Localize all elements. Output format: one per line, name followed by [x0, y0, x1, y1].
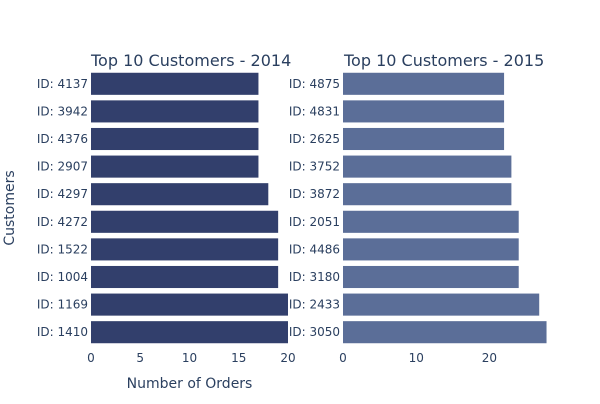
category-label: ID: 4875: [289, 77, 340, 91]
bar[interactable]: [343, 127, 505, 151]
bar[interactable]: [343, 100, 505, 123]
bar[interactable]: [91, 127, 259, 151]
bar[interactable]: [91, 100, 259, 123]
bar[interactable]: [91, 72, 259, 95]
category-label: ID: 3942: [37, 104, 88, 118]
bar[interactable]: [91, 183, 269, 206]
category-label: ID: 2051: [289, 215, 340, 229]
category-label: ID: 3752: [289, 160, 340, 174]
bar[interactable]: [343, 265, 519, 289]
category-label: ID: 4297: [37, 187, 88, 201]
category-label: ID: 1169: [37, 298, 88, 312]
category-label: ID: 2433: [289, 298, 340, 312]
x-tick-label: 20: [280, 351, 295, 365]
bar[interactable]: [91, 265, 279, 289]
x-tick-label: 5: [136, 351, 144, 365]
bar[interactable]: [343, 210, 519, 233]
chart-title-1: Top 10 Customers - 2014: [90, 51, 291, 70]
bar[interactable]: [91, 155, 259, 178]
bar[interactable]: [91, 293, 288, 316]
bar[interactable]: [343, 238, 519, 261]
category-label: ID: 4376: [37, 132, 88, 146]
category-label: ID: 1004: [37, 270, 88, 284]
category-label: ID: 3050: [289, 325, 340, 339]
category-label: ID: 1522: [37, 242, 88, 256]
category-label: ID: 2907: [37, 160, 88, 174]
bar[interactable]: [343, 183, 512, 206]
bar[interactable]: [91, 210, 279, 233]
bar[interactable]: [343, 72, 505, 95]
x-tick-label: 0: [339, 351, 347, 365]
x-tick-label: 10: [182, 351, 197, 365]
x-tick-label: 20: [482, 351, 497, 365]
chart-title-2: Top 10 Customers - 2015: [343, 51, 544, 70]
category-label: ID: 3872: [289, 187, 340, 201]
bar[interactable]: [343, 293, 540, 316]
category-label: ID: 3180: [289, 270, 340, 284]
x-tick-label: 15: [231, 351, 246, 365]
bar[interactable]: [343, 321, 547, 344]
category-label: ID: 1410: [37, 325, 88, 339]
y-axis-title: Customers: [2, 170, 18, 245]
x-tick-label: 0: [87, 351, 95, 365]
category-label: ID: 4272: [37, 215, 88, 229]
category-label: ID: 4831: [289, 104, 340, 118]
bar[interactable]: [91, 321, 288, 344]
category-label: ID: 2625: [289, 132, 340, 146]
category-label: ID: 4486: [289, 242, 340, 256]
x-tick-label: 10: [409, 351, 424, 365]
bar[interactable]: [343, 155, 512, 178]
category-label: ID: 4137: [37, 77, 88, 91]
bar[interactable]: [91, 238, 279, 261]
x-axis-title: Number of Orders: [127, 376, 253, 392]
